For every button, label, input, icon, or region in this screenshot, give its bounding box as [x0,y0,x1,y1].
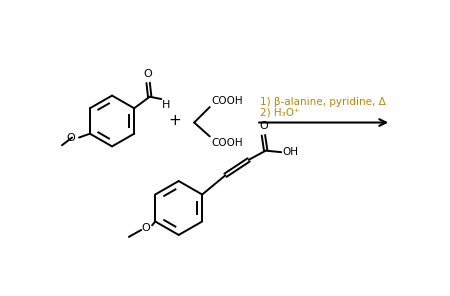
Text: 2) H₃O⁺: 2) H₃O⁺ [260,107,300,117]
Text: O: O [259,121,268,131]
Text: COOH: COOH [211,96,243,106]
Text: OH: OH [283,147,299,157]
Text: 1) β-alanine, pyridine, Δ: 1) β-alanine, pyridine, Δ [260,97,386,107]
Text: +: + [168,113,181,128]
Text: O: O [67,133,75,143]
Text: O: O [144,69,153,79]
Text: H: H [162,100,171,110]
Text: O: O [142,223,150,233]
Text: COOH: COOH [211,138,243,148]
